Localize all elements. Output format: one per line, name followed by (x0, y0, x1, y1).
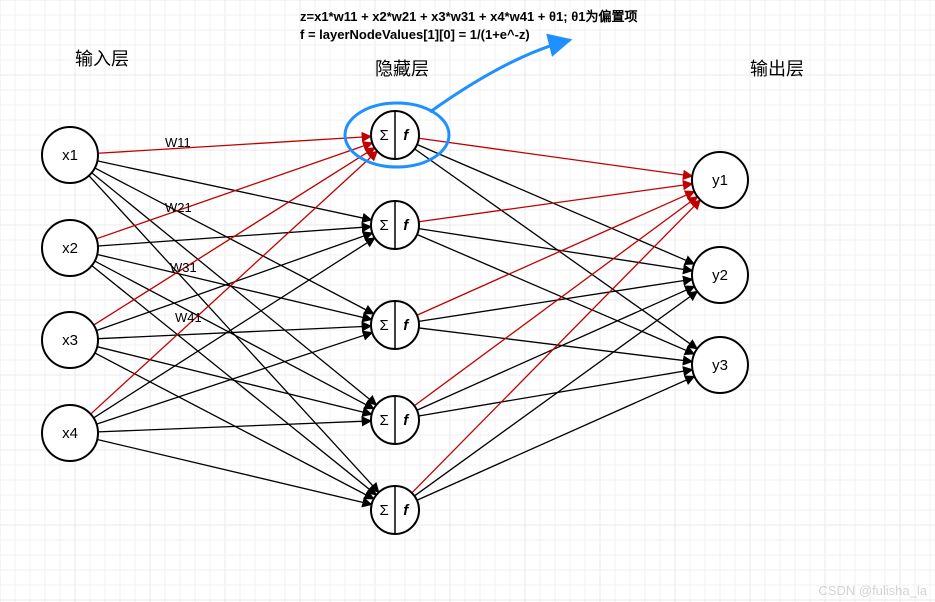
input-node-label-x4: x4 (62, 425, 78, 442)
input-node-label-x1: x1 (62, 147, 78, 164)
weight-label-w11: W11 (165, 135, 191, 150)
edge-h4-y1 (414, 197, 697, 406)
network-svg: x1x2x3x4ΣfΣfΣfΣfΣfy1y2y3 (0, 0, 935, 602)
sigma-icon: Σ (380, 412, 389, 429)
edge-h2-y3 (417, 234, 694, 353)
edge-h2-y1 (419, 184, 692, 222)
edge-x4-h3 (97, 333, 373, 425)
weight-label-w31: W31 (170, 260, 197, 275)
formula-line-2: f = layerNodeValues[1][0] = 1/(1+e^-z) (300, 27, 530, 42)
weight-label-w21: W21 (165, 200, 192, 215)
hidden-layer-title: 隐藏层 (375, 55, 429, 81)
edge-x3-h4 (97, 347, 372, 415)
diagram-stage: x1x2x3x4ΣfΣfΣfΣfΣfy1y2y3 输入层 隐藏层 输出层 z=x… (0, 0, 935, 602)
edge-h4-y3 (419, 370, 693, 416)
input-node-label-x2: x2 (62, 240, 78, 257)
output-layer-title: 输出层 (750, 55, 804, 81)
edge-x1-h5 (89, 176, 379, 493)
sigma-icon: Σ (380, 217, 389, 234)
weight-label-w41: W41 (175, 310, 202, 325)
sigma-icon: Σ (380, 317, 389, 334)
edge-h5-y3 (417, 376, 695, 500)
output-node-label-y3: y3 (712, 357, 728, 374)
formula-annotation: z=x1*w11 + x2*w21 + x3*w31 + x4*w41 + θ1… (300, 8, 637, 43)
input-layer-title: 输入层 (75, 45, 129, 71)
edge-h1-y1 (419, 138, 692, 176)
formula-line-1: z=x1*w11 + x2*w21 + x3*w31 + x4*w41 + θ1… (300, 9, 637, 24)
watermark: CSDN @fulisha_la (818, 583, 927, 598)
edge-h1-y3 (415, 149, 698, 349)
sigma-icon: Σ (380, 502, 389, 519)
edge-h1-y2 (417, 144, 694, 263)
grid (0, 0, 935, 602)
edge-x1-h4 (92, 173, 377, 405)
edge-x3-h1 (94, 148, 375, 325)
output-node-label-y1: y1 (712, 172, 728, 189)
edge-h5-y1 (412, 200, 701, 493)
sigma-icon: Σ (380, 127, 389, 144)
input-node-label-x3: x3 (62, 332, 78, 349)
edge-h4-y2 (417, 286, 695, 410)
callout-arrow (430, 40, 570, 112)
output-node-label-y2: y2 (712, 267, 728, 284)
